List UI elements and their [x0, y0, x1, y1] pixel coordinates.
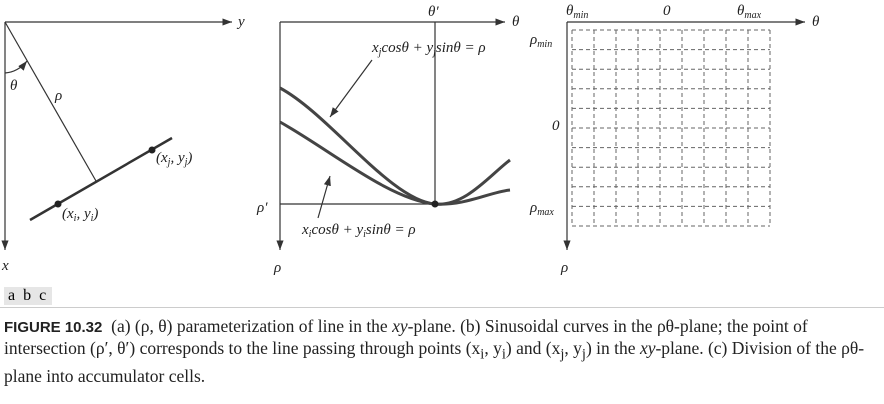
panel-label: a: [8, 287, 18, 304]
t: min: [537, 39, 552, 50]
equation: xjcosθ + yjsinθ = ρ: [371, 40, 486, 58]
t: (x: [62, 206, 74, 222]
accumulator-grid: [571, 29, 771, 227]
t: sinθ = ρ: [366, 222, 416, 238]
label: ρmax: [529, 200, 554, 218]
t: j: [377, 47, 382, 58]
t: i: [74, 213, 77, 224]
t: ρ: [529, 32, 537, 48]
t: j: [581, 346, 586, 363]
t: y: [424, 40, 433, 56]
t: (a) (ρ, θ) parameterization of line in t…: [111, 316, 393, 336]
t: y: [354, 222, 363, 238]
label: ρmin: [529, 32, 552, 50]
t: i: [309, 229, 312, 240]
label: y: [236, 14, 245, 30]
label: θ′: [428, 4, 439, 20]
t: ρ: [529, 200, 537, 216]
figure: y x θ ρ (xi, yi) (xj, yj) θ′ θ ρ′ ρ xjco…: [1, 3, 820, 276]
label: θmax: [737, 3, 762, 21]
curve: [279, 120, 511, 206]
pointer: [317, 175, 331, 219]
t: j: [183, 157, 188, 168]
point: [54, 200, 62, 208]
t: , y: [484, 338, 502, 358]
label: ρ: [273, 260, 281, 276]
caption: FIGURE 10.32 (a) (ρ, θ) parameterization…: [4, 316, 880, 387]
t: j: [431, 47, 436, 58]
curve: [279, 86, 511, 206]
label: (xi, yi): [62, 206, 98, 224]
t: (x: [156, 150, 168, 166]
label: ρ: [560, 260, 568, 276]
label: ρ′: [256, 200, 268, 216]
line: [29, 136, 173, 222]
t: -plane. (b) Sinusoidal curves in the ρθ-…: [4, 316, 808, 358]
panel-label: b: [23, 287, 34, 304]
t: xy: [639, 338, 656, 358]
pointer: [329, 59, 373, 118]
label: (xj, yj): [156, 150, 192, 168]
t: θ: [737, 3, 745, 19]
t: max: [537, 207, 554, 218]
t: cosθ +: [381, 40, 426, 56]
t: j: [166, 157, 171, 168]
label: θ: [512, 14, 520, 30]
label: 0: [663, 3, 671, 19]
t: ): [186, 150, 192, 166]
t: i: [480, 346, 485, 363]
t: , y: [564, 338, 582, 358]
label: θ: [812, 14, 820, 30]
t: i: [91, 213, 94, 224]
t: sinθ = ρ: [436, 40, 486, 56]
label: ρ: [54, 88, 62, 104]
label: x: [1, 258, 9, 274]
t: x: [301, 222, 309, 238]
label: θ: [10, 78, 18, 94]
t: θ: [566, 3, 574, 19]
t: j: [560, 346, 565, 363]
caption-label: FIGURE 10.32: [4, 319, 103, 336]
t: x: [371, 40, 379, 56]
t: , y: [170, 150, 185, 166]
rule: [0, 307, 884, 308]
t: min: [573, 10, 588, 21]
normal-line: [4, 21, 97, 182]
t: i: [363, 229, 366, 240]
panel-label: c: [39, 287, 49, 304]
t: cosθ +: [311, 222, 356, 238]
t: ) in the: [585, 338, 640, 358]
t: ): [92, 206, 98, 222]
t: , y: [76, 206, 91, 222]
t: i: [501, 346, 506, 363]
point: [148, 146, 156, 154]
equation: xicosθ + yisinθ = ρ: [301, 222, 416, 240]
t: xy: [392, 316, 408, 336]
t: -plane. (c) Division of the ρθ-plane int…: [4, 338, 865, 386]
angle-arc: [4, 60, 28, 74]
intersection: [431, 200, 439, 208]
t: max: [744, 10, 761, 21]
t: ) and (x: [505, 338, 561, 358]
label: θmin: [566, 3, 588, 21]
label: 0: [552, 118, 560, 134]
panel-labels: a b c: [4, 287, 53, 305]
